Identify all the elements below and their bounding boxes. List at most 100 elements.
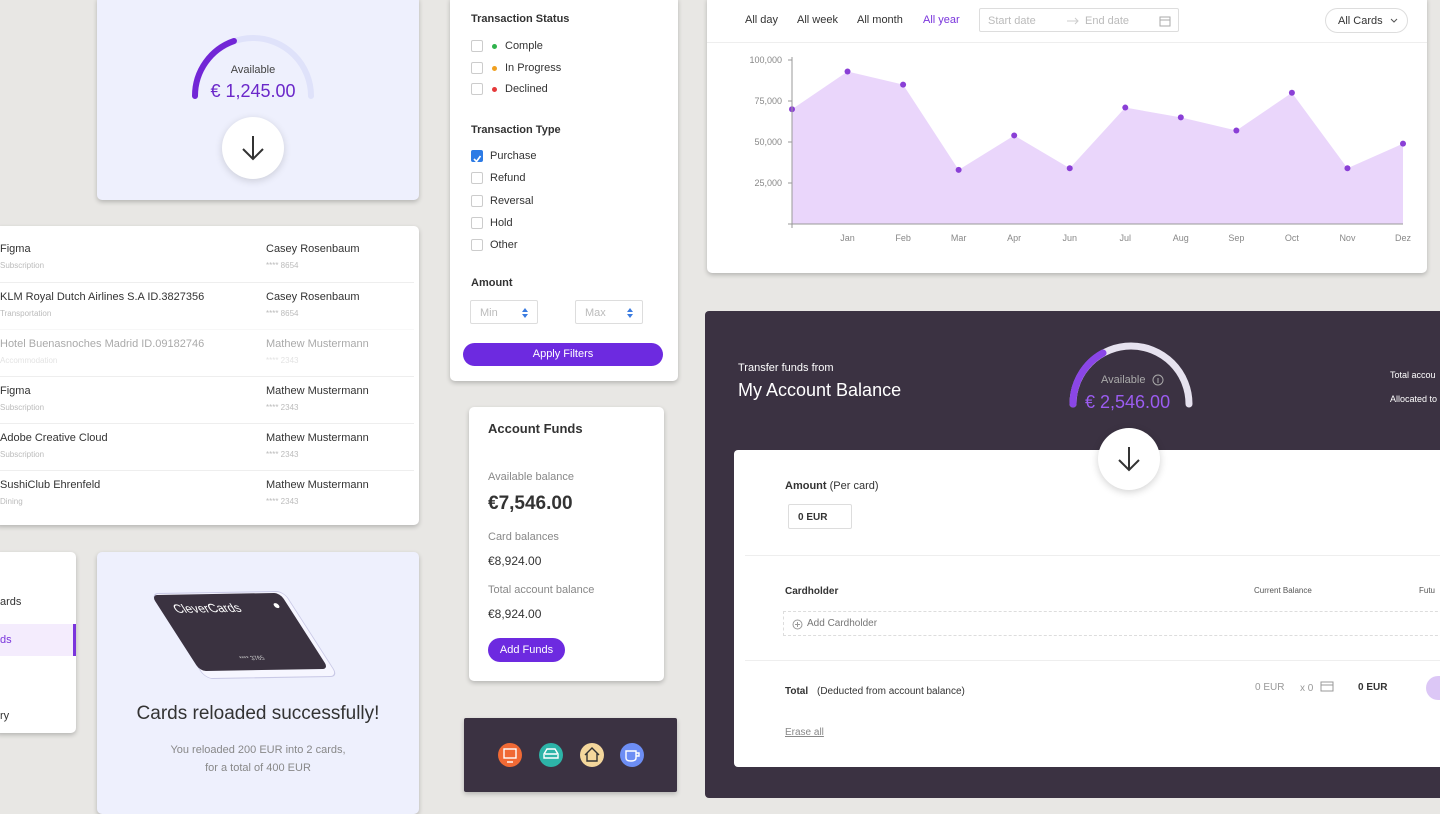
icon-tech[interactable]: [498, 743, 522, 767]
data-point: [1400, 140, 1406, 147]
merchant: Figma: [0, 243, 31, 255]
transfer-title: My Account Balance: [738, 380, 902, 400]
card-filter-label: All Cards: [1338, 15, 1383, 27]
transactions-card: Figma Subscription Casey Rosenbaum **** 865…: [0, 226, 419, 525]
cardholder: Mathew Mustermann: [266, 385, 369, 397]
funds-card: Account Funds Available balance €7,546.0…: [469, 407, 664, 681]
status-label: Comple: [505, 40, 543, 52]
plus-icon: [792, 619, 803, 630]
transaction-row: Figma Subscription Mathew Mustermann **** 2…: [0, 376, 414, 423]
checkbox[interactable]: [471, 216, 483, 229]
type-label: Refund: [490, 172, 526, 185]
funds-value: €8,924.00: [488, 607, 542, 621]
category: Accommodation: [0, 356, 58, 365]
icon-home[interactable]: [580, 743, 604, 767]
total-value: 0 EUR: [1358, 682, 1388, 693]
apply-button[interactable]: Apply Filters: [463, 343, 663, 366]
status-dot: [492, 65, 497, 71]
column-header: Futu: [1419, 586, 1436, 595]
card-number: **** 2343: [266, 497, 299, 506]
erase-link[interactable]: Erase all: [785, 727, 824, 738]
gauge-label: Available: [230, 64, 276, 76]
transfer-subtitle: Transfer funds from: [738, 362, 834, 374]
checkbox[interactable]: [471, 40, 483, 52]
info-icon[interactable]: [1152, 374, 1164, 386]
nav-item[interactable]: ards: [0, 586, 76, 618]
category: Subscription: [0, 261, 45, 270]
y-tick-label: 100,000: [749, 55, 782, 65]
data-point: [900, 81, 907, 88]
status-dot: [492, 87, 497, 92]
transfer-arrow-button[interactable]: [1098, 428, 1160, 490]
side-line: Total accou: [1390, 370, 1436, 380]
transfer-form: Amount (Per card) 0 EUR Cardholder Curre…: [734, 450, 1440, 767]
type-label: Reversal: [490, 194, 534, 207]
start-date: Start date: [988, 15, 1036, 27]
type-label: Hold: [490, 216, 513, 229]
gauge-amount: € 2,546.00: [1085, 392, 1171, 412]
spinner: [627, 308, 633, 318]
range-option[interactable]: All month: [857, 14, 903, 26]
add-cardholder-row[interactable]: Add Cardholder: [783, 611, 1440, 636]
gauge-amount: € 1,245.00: [210, 81, 296, 101]
success-title: Cards reloaded successfully!: [136, 703, 380, 724]
checkbox[interactable]: [471, 61, 483, 74]
checkbox[interactable]: [471, 172, 483, 185]
arrow-icon: [242, 136, 264, 161]
funds-value: €7,546.00: [488, 493, 573, 514]
min-input[interactable]: Min: [470, 300, 538, 324]
total-hint: (Deducted from account balance): [817, 686, 965, 697]
card-brand: CleverCards: [169, 600, 245, 616]
cardholder: Mathew Mustermann: [266, 479, 369, 491]
download-button[interactable]: [222, 117, 284, 179]
card-number: **** 3765: [238, 655, 267, 663]
calendar-icon: [1159, 16, 1171, 27]
category-icons: [498, 743, 644, 767]
card-illustration: CleverCards **** 3765: [151, 592, 329, 672]
x-tick-label: Apr: [1007, 233, 1021, 243]
data-point: [1122, 104, 1129, 111]
x-tick-label: Aug: [1173, 233, 1189, 243]
total-label: Total: [785, 686, 809, 697]
balance-gauge: [1069, 342, 1193, 408]
range-option[interactable]: All year: [923, 14, 960, 26]
add-funds-button[interactable]: Add Funds: [488, 638, 565, 662]
card-chip: [272, 603, 281, 609]
y-tick-label: 25,000: [754, 178, 782, 188]
max-input[interactable]: Max: [575, 300, 643, 324]
y-tick-label: 75,000: [754, 96, 782, 106]
x-tick-label: Feb: [895, 233, 911, 243]
nav-item[interactable]: ry: [0, 700, 76, 732]
date-range[interactable]: Start date End date: [979, 8, 1179, 32]
x-tick-label: Nov: [1339, 233, 1356, 243]
nav-item[interactable]: ds: [0, 624, 76, 656]
range-option[interactable]: All day: [745, 14, 779, 26]
gauge-fill: [191, 38, 237, 99]
x-tick-label: Mar: [951, 233, 967, 243]
x-tick-label: Oct: [1285, 233, 1300, 243]
checkbox[interactable]: [471, 83, 483, 95]
type-label: Purchase: [490, 150, 537, 162]
checkbox[interactable]: [471, 239, 483, 252]
x-tick-label: Jan: [840, 233, 855, 243]
merchant: SushiClub Ehrenfeld: [0, 479, 101, 491]
nav-label: ry: [0, 710, 10, 722]
amount-hint: (Per card): [829, 480, 879, 492]
area-chart: 25,000 50,000 75,000 100,000 Jan Feb Mar Apr Jun…: [749, 55, 1411, 243]
checkbox[interactable]: [471, 150, 483, 163]
card-filter[interactable]: All Cards: [1325, 8, 1408, 33]
cardholder: Casey Rosenbaum: [266, 291, 360, 303]
icon-coffee[interactable]: [620, 743, 644, 767]
merchant: Figma: [0, 385, 31, 397]
merchant: KLM Royal Dutch Airlines S.A ID.3827356: [0, 291, 205, 303]
amount-value: 0 EUR: [798, 512, 828, 523]
category: Dining: [0, 497, 23, 506]
checkbox[interactable]: [471, 194, 483, 207]
amount-input[interactable]: 0 EUR: [788, 504, 852, 529]
confirm-button[interactable]: [1426, 676, 1440, 700]
success-message: for a total of 400 EUR: [205, 762, 311, 774]
range-option[interactable]: All week: [797, 14, 838, 26]
chart-card: Start date End date All Cards 25,000 50,0…: [707, 0, 1427, 273]
icon-car[interactable]: [539, 743, 563, 767]
